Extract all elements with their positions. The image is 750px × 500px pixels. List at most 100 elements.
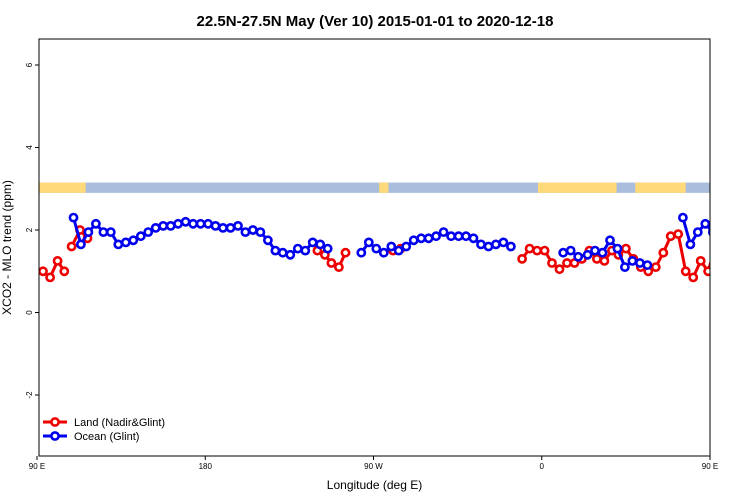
x-tick-label: 180 <box>199 462 213 471</box>
data-point <box>558 247 569 258</box>
data-point <box>292 243 303 254</box>
data-point <box>225 222 236 233</box>
legend-entry: Ocean (Glint) <box>43 431 139 443</box>
data-point <box>635 258 645 268</box>
data-point <box>326 258 337 268</box>
legend-entry: Land (Nadir&Glint) <box>43 417 165 429</box>
data-point <box>739 237 746 244</box>
data-point <box>673 229 684 239</box>
data-point <box>158 220 169 231</box>
land-patch <box>538 182 617 193</box>
data-point <box>113 239 124 250</box>
data-point <box>188 218 198 229</box>
y-tick-label: 2 <box>25 227 34 232</box>
x-tick-label: 90 E <box>702 462 718 471</box>
data-point <box>685 239 696 250</box>
data-point <box>590 245 600 256</box>
x-tick-label: 90 E <box>29 462 45 471</box>
legend-marker <box>50 431 60 441</box>
data-point <box>490 239 501 250</box>
data-point <box>83 227 94 237</box>
data-point <box>599 255 610 266</box>
data-point <box>393 245 404 256</box>
data-point <box>621 243 631 254</box>
data-point <box>240 227 251 237</box>
data-point <box>700 218 710 229</box>
data-point <box>378 247 389 258</box>
data-point <box>285 249 296 260</box>
land-patch <box>379 182 389 193</box>
series-line <box>681 217 710 246</box>
ocean-band <box>39 182 710 193</box>
data-point <box>52 255 63 266</box>
data-point <box>605 235 615 246</box>
data-point <box>423 233 434 244</box>
data-point <box>620 262 630 272</box>
data-point <box>712 243 719 250</box>
data-point <box>650 262 661 272</box>
y-axis-label: XCO2 - MLO trend (ppm) <box>0 180 14 315</box>
data-point <box>128 235 139 246</box>
data-point <box>461 231 471 242</box>
legend-label: Land (Nadir&Glint) <box>74 417 165 429</box>
data-point <box>120 237 131 248</box>
data-point <box>218 222 228 233</box>
data-point <box>724 241 731 248</box>
data-point <box>565 245 576 256</box>
data-point <box>498 237 509 248</box>
data-point <box>180 216 191 227</box>
y-tick-label: 6 <box>25 62 34 67</box>
data-point <box>277 247 288 258</box>
data-point <box>680 266 691 277</box>
data-point <box>688 272 699 283</box>
data-point <box>45 272 55 283</box>
x-tick-label: 0 <box>540 462 545 471</box>
data-point <box>695 255 706 266</box>
data-point <box>91 218 101 229</box>
legend: Land (Nadir&Glint) Ocean (Glint) <box>43 417 165 443</box>
data-point <box>333 262 344 272</box>
land-patch <box>635 182 686 193</box>
x-tick-label: 90 W <box>364 462 383 471</box>
data-point <box>210 220 221 231</box>
data-point <box>747 233 750 240</box>
data-point <box>612 243 623 254</box>
data-point <box>150 222 161 233</box>
data-point <box>408 235 419 246</box>
data-point <box>105 227 116 237</box>
data-point <box>727 235 734 242</box>
data-point <box>356 247 367 258</box>
data-point <box>678 212 688 223</box>
legend-label: Ocean (Glint) <box>74 431 139 443</box>
data-point <box>438 227 449 237</box>
data-point <box>68 212 79 223</box>
land-patch <box>39 182 86 193</box>
data-point <box>262 235 273 246</box>
y-axis: -2 0 2 4 6 <box>25 62 39 399</box>
data-point <box>39 266 48 277</box>
data-point <box>732 239 739 246</box>
data-point <box>195 218 206 229</box>
x-axis: 90 E 180 90 W 0 90 E <box>29 456 718 471</box>
data-point <box>665 231 676 242</box>
data-point <box>703 266 710 277</box>
data-point <box>627 255 638 266</box>
data-point <box>340 247 351 258</box>
data-point <box>371 243 382 254</box>
data-point <box>143 227 154 237</box>
data-point <box>720 226 727 233</box>
data-point <box>717 229 724 236</box>
data-point <box>386 241 397 252</box>
data-point <box>692 227 703 237</box>
y-tick-label: 4 <box>25 145 34 150</box>
data-point <box>300 245 311 256</box>
y-tick-label: -2 <box>25 391 34 399</box>
land-ocean-strip <box>39 182 710 193</box>
data-point <box>524 243 535 254</box>
data-point <box>322 243 333 254</box>
data-point <box>517 253 527 264</box>
data-point <box>476 239 486 250</box>
data-point <box>573 251 584 262</box>
legend-marker <box>50 417 60 427</box>
